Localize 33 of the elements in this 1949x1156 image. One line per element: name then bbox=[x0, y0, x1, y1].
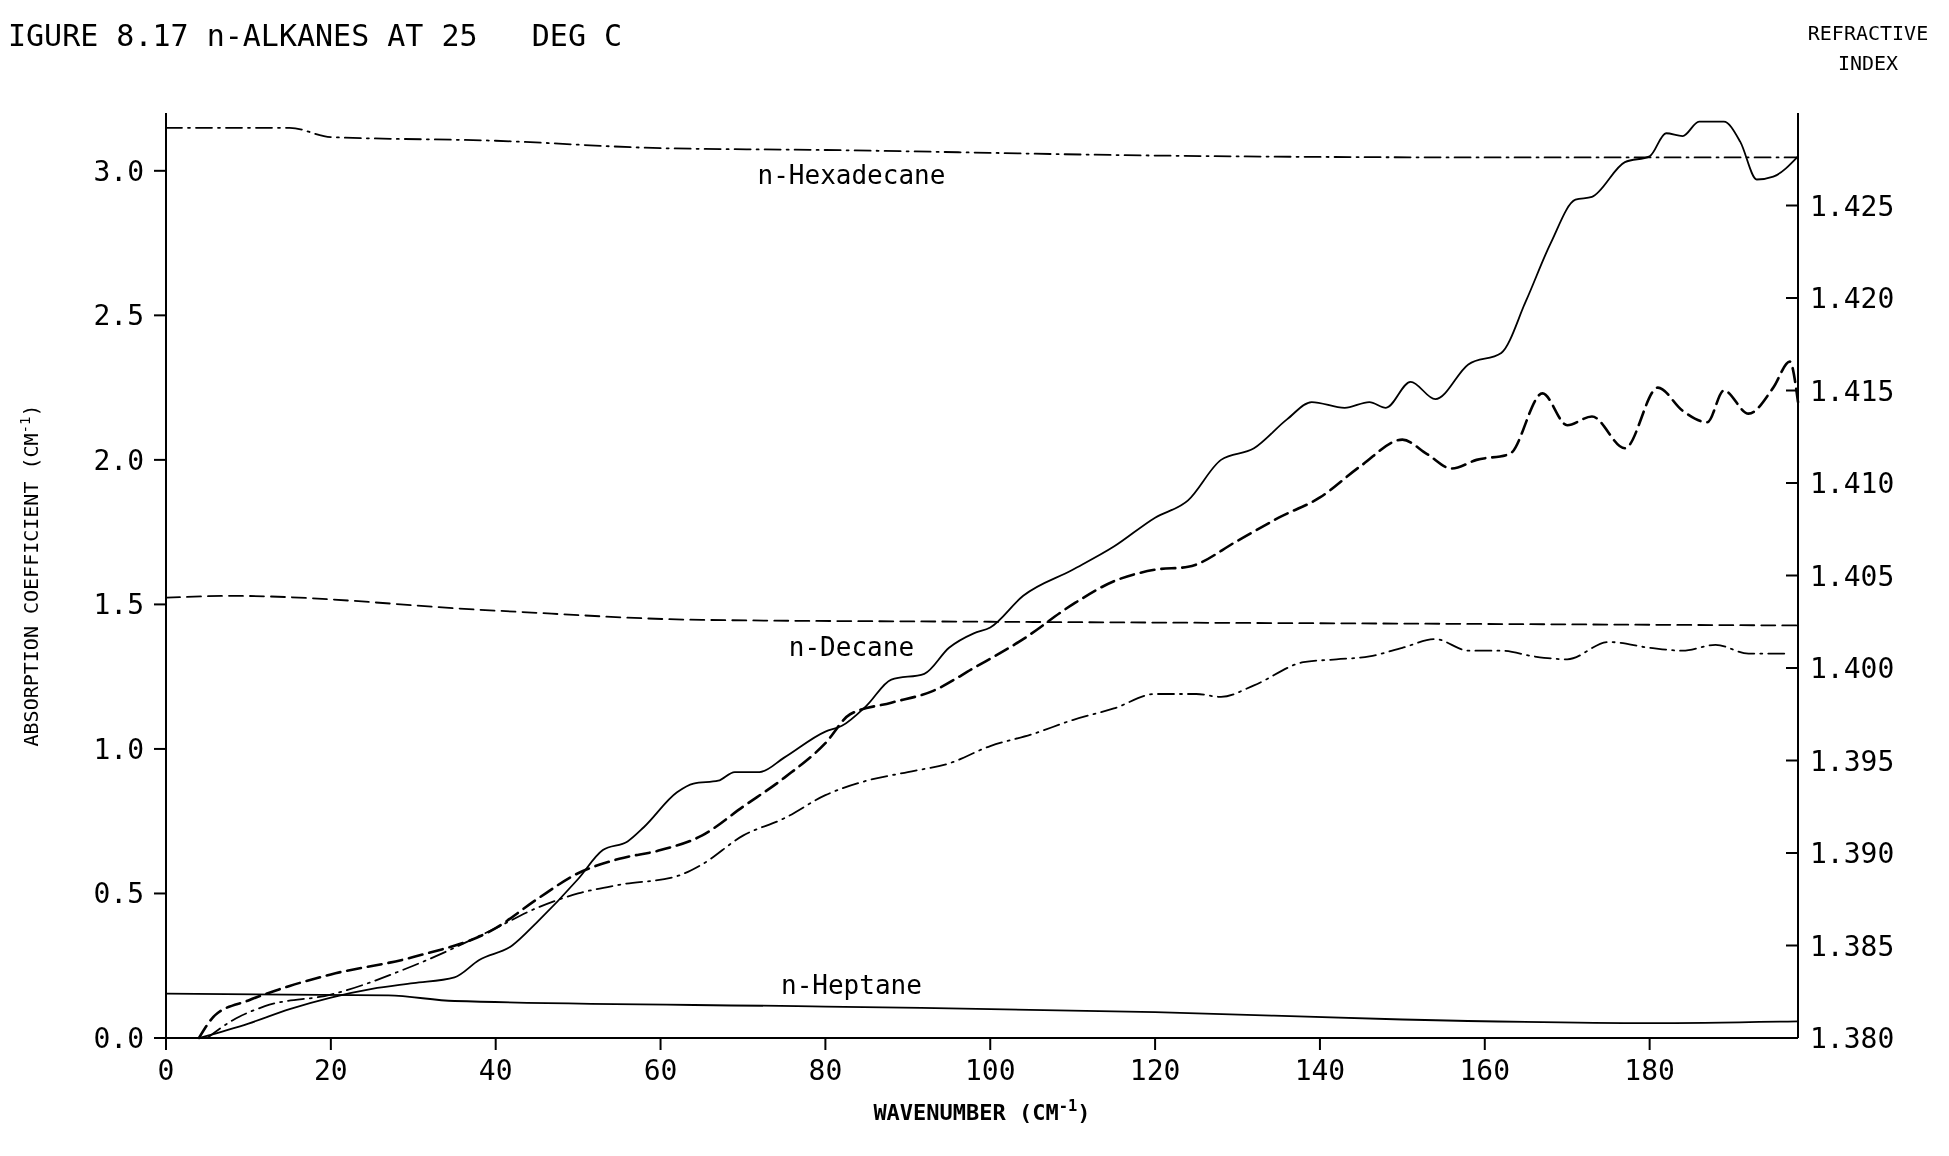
y2-tick-label: 1.395 bbox=[1810, 744, 1895, 778]
y2-tick-label: 1.385 bbox=[1810, 929, 1895, 963]
y2-tick-label: 1.415 bbox=[1810, 374, 1895, 408]
y-tick-label: 1.0 bbox=[93, 732, 144, 766]
x-tick-label: 60 bbox=[643, 1054, 678, 1087]
x-axis-title: WAVENUMBER (CM$^{-1}$) bbox=[873, 1097, 1091, 1125]
y-tick-label: 0.5 bbox=[93, 877, 144, 911]
y-tick-label: 0.0 bbox=[93, 1022, 144, 1055]
x-tick-label: 80 bbox=[808, 1054, 843, 1087]
x-tick-label: 20 bbox=[313, 1054, 348, 1087]
series-label: n-Heptane bbox=[780, 970, 922, 1001]
y-tick-label: 2.5 bbox=[93, 299, 144, 333]
y-tick-label: 1.5 bbox=[93, 588, 144, 622]
y2-tick-label: 1.380 bbox=[1810, 1022, 1895, 1055]
x-tick-label: 140 bbox=[1294, 1054, 1346, 1087]
y2-tick-label: 1.425 bbox=[1810, 189, 1895, 223]
y2-tick-label: 1.400 bbox=[1810, 652, 1895, 685]
x-tick-label: 40 bbox=[478, 1054, 513, 1087]
y-tick-label: 2.0 bbox=[93, 443, 144, 477]
series-label: n-Hexadecane bbox=[757, 160, 946, 191]
x-tick-label: 100 bbox=[964, 1054, 1016, 1087]
x-tick-label: 180 bbox=[1624, 1054, 1675, 1087]
x-tick-label: 0 bbox=[157, 1054, 175, 1087]
chart-title: IGURE 8.17 n-ALKANES AT 25 DEG C bbox=[8, 18, 623, 53]
y2-tick-label: 1.410 bbox=[1810, 467, 1895, 500]
x-tick-label: 160 bbox=[1459, 1054, 1511, 1087]
series-label: n-Decane bbox=[788, 631, 915, 662]
y2-axis-title: REFRACTIVE INDEX bbox=[1807, 21, 1929, 75]
x-tick-label: 120 bbox=[1129, 1054, 1181, 1087]
y-tick-label: 3.0 bbox=[93, 154, 144, 188]
y2-tick-label: 1.390 bbox=[1810, 837, 1895, 870]
y2-tick-label: 1.405 bbox=[1810, 559, 1895, 593]
y2-tick-label: 1.420 bbox=[1810, 282, 1895, 315]
